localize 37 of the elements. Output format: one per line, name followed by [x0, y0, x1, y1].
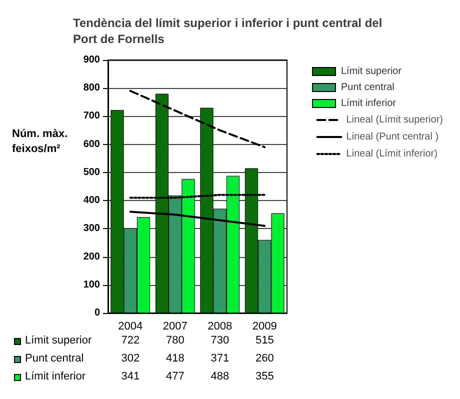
data-label: 355 — [255, 370, 274, 382]
legend-label: Lineal (Límit superior) — [346, 114, 444, 126]
data-label: 371 — [210, 352, 230, 364]
text: Límit inferior — [341, 98, 396, 109]
legend-label: Punt central — [25, 352, 84, 364]
y-tick-label: 800 — [83, 82, 100, 94]
legend-label: Límit superior — [25, 334, 92, 346]
y-tick-label: 200 — [83, 251, 100, 262]
data-label: 488 — [210, 370, 230, 382]
y-tick-label: 100 — [83, 279, 100, 290]
data-label: 515 — [255, 334, 274, 346]
y-axis-title: Núm. màx. feixos/m² — [12, 128, 68, 155]
chart-title: Tendència del límit superior i inferior i punt central del Port de Fornells — [73, 16, 386, 46]
x-tick-label: 2009 — [252, 320, 277, 332]
data-label: 260 — [255, 352, 274, 364]
y-tick-label: 700 — [83, 110, 100, 122]
legend-label: Límit inferior — [25, 370, 86, 382]
data-label: 780 — [166, 334, 184, 346]
y-tick-label: 900 — [83, 54, 100, 66]
y-tick-label: 0 — [94, 308, 100, 318]
y-tick-label: 600 — [83, 138, 100, 150]
x-tick-label: 2007 — [162, 320, 188, 332]
y-tick-label: 500 — [83, 166, 100, 178]
legend-label: Lineal (Punt central ) — [346, 132, 439, 142]
y-tick-label: 400 — [83, 195, 100, 206]
text: Punt central — [341, 82, 394, 93]
x-tick-label: 2008 — [208, 320, 232, 332]
data-label: 302 — [121, 352, 140, 364]
legend-label: Lineal (Límit inferior) — [346, 148, 438, 160]
data-label: 418 — [166, 352, 184, 364]
x-tick-label: 2004 — [118, 320, 143, 332]
y-tick-label: 300 — [83, 223, 100, 234]
data-label: 341 — [121, 370, 140, 382]
data-label: 722 — [121, 334, 140, 346]
data-label: 730 — [210, 334, 230, 346]
text: Límit superior — [341, 66, 402, 77]
data-label: 477 — [166, 370, 184, 382]
